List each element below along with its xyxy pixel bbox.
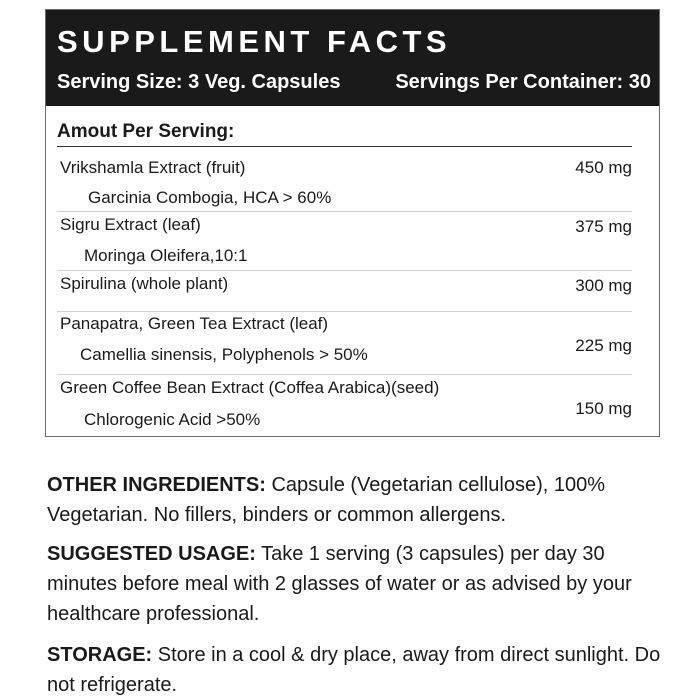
ingredient-name: Sigru Extract (leaf) bbox=[60, 215, 201, 234]
ingredient-row: Spirulina (whole plant) 300 mg bbox=[57, 271, 632, 312]
ingredient-row: Panapatra, Green Tea Extract (leaf) Came… bbox=[57, 312, 632, 375]
servings-per-container: Servings Per Container: 30 bbox=[395, 71, 651, 93]
other-ingredients-text: Capsule (Vegetarian cellulose), 100% Veg… bbox=[47, 474, 605, 526]
ingredient-subtext: Moringa Oleifera,10:1 bbox=[84, 246, 248, 265]
facts-header: SUPPLEMENT FACTS Serving Size: 3 Veg. Ca… bbox=[46, 10, 659, 106]
ingredient-name: Vrikshamla Extract (fruit) bbox=[60, 158, 246, 177]
ingredient-row: Sigru Extract (leaf) Moringa Oleifera,10… bbox=[57, 212, 632, 271]
ingredient-name: Spirulina (whole plant) bbox=[60, 274, 229, 293]
ingredient-name: Panapatra, Green Tea Extract (leaf) bbox=[60, 314, 329, 333]
other-ingredients-paragraph: OTHER INGREDIENTS: Capsule (Vegetarian c… bbox=[47, 470, 667, 530]
storage-text: Store in a cool & dry place, away from d… bbox=[47, 644, 661, 696]
amount-per-serving-heading: Amout Per Serving: bbox=[57, 121, 235, 142]
suggested-usage-label: SUGGESTED USAGE: bbox=[47, 543, 256, 565]
ingredient-subtext: Chlorogenic Acid >50% bbox=[84, 410, 261, 429]
ingredient-amount: 225 mg bbox=[575, 336, 632, 355]
ingredient-name: Green Coffee Bean Extract (Coffea Arabic… bbox=[60, 378, 440, 397]
ingredient-row: Vrikshamla Extract (fruit) Garcinia Comb… bbox=[57, 148, 632, 212]
serving-size: Serving Size: 3 Veg. Capsules bbox=[57, 71, 341, 93]
ingredient-amount: 375 mg bbox=[575, 217, 632, 236]
ingredient-amount: 150 mg bbox=[575, 399, 632, 418]
heading-divider bbox=[57, 146, 632, 147]
other-ingredients-label: OTHER INGREDIENTS: bbox=[47, 474, 266, 496]
ingredient-subtext: Camellia sinensis, Polyphenols > 50% bbox=[80, 345, 368, 364]
ingredient-subtext: Garcinia Combogia, HCA > 60% bbox=[88, 188, 332, 207]
suggested-usage-text: Take 1 serving (3 capsules) per day 30 m… bbox=[47, 543, 632, 625]
ingredient-amount: 450 mg bbox=[575, 158, 632, 177]
facts-title: SUPPLEMENT FACTS bbox=[57, 24, 452, 59]
ingredient-row: Green Coffee Bean Extract (Coffea Arabic… bbox=[57, 375, 632, 437]
storage-paragraph: STORAGE: Store in a cool & dry place, aw… bbox=[47, 640, 667, 700]
suggested-usage-paragraph: SUGGESTED USAGE: Take 1 serving (3 capsu… bbox=[47, 539, 667, 629]
ingredient-amount: 300 mg bbox=[575, 276, 632, 295]
supplement-facts-panel: SUPPLEMENT FACTS Serving Size: 3 Veg. Ca… bbox=[45, 9, 660, 437]
storage-label: STORAGE: bbox=[47, 644, 153, 666]
